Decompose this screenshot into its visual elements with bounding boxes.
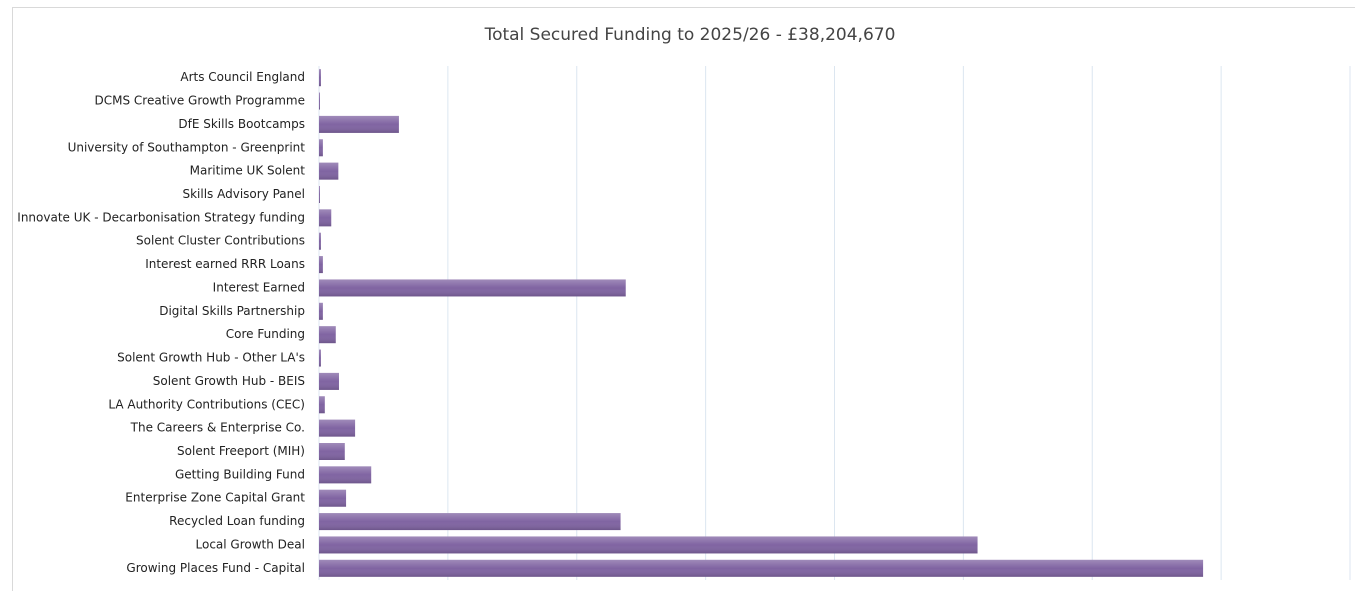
bar-shade <box>319 232 321 250</box>
bar-shade <box>319 279 626 297</box>
bar-shade <box>319 349 321 367</box>
y-tick-label: LA Authority Contributions (CEC) <box>108 397 305 411</box>
y-tick-label: Innovate UK - Decarbonisation Strategy f… <box>17 210 305 224</box>
y-tick-label: Digital Skills Partnership <box>159 304 305 318</box>
y-tick-label: Skills Advisory Panel <box>182 187 305 201</box>
bar-shade <box>319 443 345 460</box>
y-tick-label: DfE Skills Bootcamps <box>178 117 305 131</box>
y-tick-label: Arts Council England <box>180 70 305 84</box>
chart-title: Total Secured Funding to 2025/26 - £38,2… <box>484 25 896 45</box>
bar-shade <box>319 419 356 437</box>
y-tick-label: University of Southampton - Greenprint <box>68 140 306 154</box>
y-tick-label: Getting Building Fund <box>175 467 305 481</box>
bar-shade <box>319 69 321 87</box>
bar-shade <box>319 466 372 484</box>
y-tick-label: Solent Growth Hub - BEIS <box>153 374 305 388</box>
y-tick-label: Recycled Loan funding <box>169 514 305 528</box>
bar-shade <box>319 489 347 507</box>
y-tick-label: Solent Cluster Contributions <box>136 234 305 248</box>
bar-shade <box>319 115 399 133</box>
y-tick-label: Solent Freeport (MIH) <box>177 444 305 458</box>
y-tick-label: DCMS Creative Growth Programme <box>95 94 305 108</box>
bar-shade <box>319 396 325 414</box>
y-tick-label: Local Growth Deal <box>196 537 305 551</box>
y-tick-label: Growing Places Fund - Capital <box>126 561 305 575</box>
bar-shade <box>319 536 978 554</box>
bar-shade <box>319 92 320 110</box>
y-tick-label: Enterprise Zone Capital Grant <box>125 491 305 505</box>
bar-shade <box>319 209 332 227</box>
y-tick-label: Solent Growth Hub - Other LA's <box>117 351 305 365</box>
bar-shade <box>319 326 336 344</box>
bar-shade <box>319 513 621 531</box>
y-tick-label: Interest earned RRR Loans <box>145 257 305 271</box>
chart-border <box>12 7 1355 591</box>
bar-shade <box>319 372 339 390</box>
bar-shade <box>319 162 339 180</box>
bar-shade <box>319 302 323 320</box>
y-tick-label: Core Funding <box>226 327 305 341</box>
y-tick-label: Maritime UK Solent <box>190 164 306 178</box>
bar-shade <box>319 186 320 203</box>
y-tick-label: The Careers & Enterprise Co. <box>130 421 305 435</box>
bar-shade <box>319 139 323 157</box>
bar-shade <box>319 559 1204 577</box>
bar-shade <box>319 256 323 274</box>
y-tick-label: Interest Earned <box>213 280 305 294</box>
